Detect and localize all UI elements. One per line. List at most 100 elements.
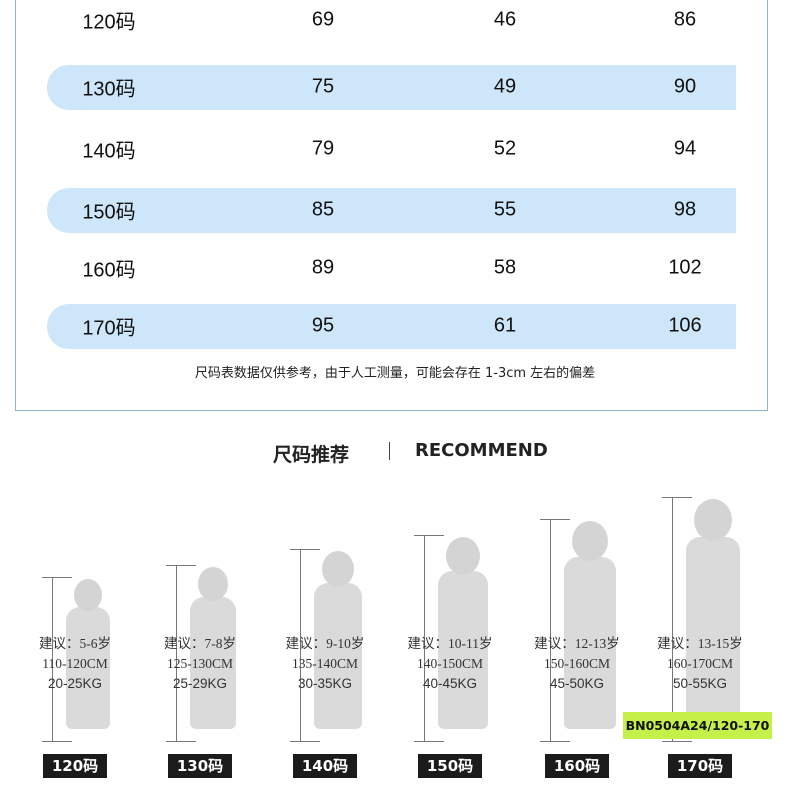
- weight-range: 50-55KG: [672, 676, 728, 691]
- ruler-top-mark: [166, 565, 196, 566]
- row-highlight-band: [47, 188, 736, 233]
- measurement-value: 85: [311, 198, 335, 221]
- ruler-bottom-mark: [290, 741, 320, 742]
- size-badge: 140码: [293, 754, 357, 778]
- child-silhouette-body: [190, 597, 236, 729]
- age-range: 建议：5-6岁: [39, 636, 111, 651]
- child-silhouette-head: [322, 551, 354, 587]
- height-ruler: [52, 577, 53, 741]
- size-badge: 160码: [545, 754, 609, 778]
- recommend-text: 建议：5-6岁 110-120CM 20-25KG: [15, 634, 135, 694]
- measurement-value: 55: [493, 198, 517, 221]
- measurement-value: 49: [493, 75, 517, 98]
- recommend-figure: 建议：5-6岁 110-120CM 20-25KG 120码: [15, 0, 135, 787]
- child-silhouette-head: [446, 537, 480, 575]
- row-highlight-band: [47, 65, 736, 110]
- height-ruler: [672, 497, 673, 741]
- recommend-figure: 建议：12-13岁 150-160CM 45-50KG 160码: [517, 0, 637, 787]
- child-silhouette-head: [694, 499, 732, 541]
- measurement-value: 75: [311, 75, 335, 98]
- ruler-bottom-mark: [540, 741, 570, 742]
- child-silhouette-body: [314, 583, 362, 729]
- weight-range: 25-29KG: [172, 676, 228, 691]
- ruler-bottom-mark: [166, 741, 196, 742]
- height-ruler: [176, 565, 177, 741]
- age-range: 建议：7-8岁: [164, 636, 236, 651]
- size-label: 170码: [82, 317, 136, 340]
- child-silhouette-body: [438, 571, 488, 729]
- height-ruler: [550, 519, 551, 741]
- measurement-value: 61: [493, 314, 517, 337]
- sku-label: BN0504A24/120-170: [623, 712, 772, 739]
- weight-range: 45-50KG: [549, 676, 605, 691]
- measurement-value: 94: [673, 137, 697, 160]
- size-label: 160码: [82, 259, 136, 282]
- measurement-value: 90: [673, 75, 697, 98]
- height-range: 140-150CM: [416, 656, 483, 671]
- size-label: 120码: [82, 11, 136, 34]
- ruler-top-mark: [42, 577, 72, 578]
- weight-range: 40-45KG: [422, 676, 478, 691]
- ruler-bottom-mark: [42, 741, 72, 742]
- measurement-value: 102: [668, 256, 702, 279]
- size-label: 130码: [82, 78, 136, 101]
- height-ruler: [424, 535, 425, 741]
- age-range: 建议：9-10岁: [285, 636, 365, 651]
- measurement-value: 52: [493, 137, 517, 160]
- measurement-value: 89: [311, 256, 335, 279]
- recommend-text: 建议：13-15岁 160-170CM 50-55KG: [640, 634, 760, 694]
- size-label: 140码: [82, 140, 136, 163]
- recommend-title-cn: 尺码推荐: [273, 444, 350, 466]
- size-badge: 120码: [43, 754, 107, 778]
- child-silhouette-head: [572, 521, 608, 561]
- measurement-value: 58: [493, 256, 517, 279]
- size-badge: 150码: [418, 754, 482, 778]
- weight-range: 30-35KG: [297, 676, 353, 691]
- row-highlight-band: [47, 304, 736, 349]
- weight-range: 20-25KG: [47, 676, 103, 691]
- recommend-figure: 建议：10-11岁 140-150CM 40-45KG 150码: [390, 0, 510, 787]
- measurement-value: 69: [311, 8, 335, 31]
- child-silhouette-head: [198, 567, 228, 601]
- ruler-bottom-mark: [662, 741, 692, 742]
- ruler-top-mark: [662, 497, 692, 498]
- size-badge: 130码: [168, 754, 232, 778]
- recommend-text: 建议：7-8岁 125-130CM 25-29KG: [140, 634, 260, 694]
- height-range: 110-120CM: [42, 656, 108, 671]
- child-silhouette-body: [686, 537, 740, 729]
- child-silhouette-head: [74, 579, 102, 611]
- child-silhouette-body: [564, 557, 616, 729]
- recommend-figure: 建议：7-8岁 125-130CM 25-29KG 130码: [140, 0, 260, 787]
- ruler-top-mark: [290, 549, 320, 550]
- recommend-text: 建议：9-10岁 135-140CM 30-35KG: [265, 634, 385, 694]
- height-ruler: [300, 549, 301, 741]
- height-range: 150-160CM: [543, 656, 610, 671]
- measurement-value: 98: [673, 198, 697, 221]
- recommend-text: 建议：10-11岁 140-150CM 40-45KG: [390, 634, 510, 694]
- height-range: 135-140CM: [291, 656, 358, 671]
- size-badge: 170码: [668, 754, 732, 778]
- size-table-frame: [15, 0, 768, 411]
- height-range: 160-170CM: [666, 656, 733, 671]
- measurement-value: 95: [311, 314, 335, 337]
- measurement-value: 46: [493, 8, 517, 31]
- measurement-value: 106: [668, 314, 702, 337]
- recommend-figure: 建议：13-15岁 160-170CM 50-55KG 170码: [640, 0, 760, 787]
- ruler-top-mark: [540, 519, 570, 520]
- ruler-bottom-mark: [414, 741, 444, 742]
- recommend-figure: 建议：9-10岁 135-140CM 30-35KG 140码: [265, 0, 385, 787]
- title-divider: [389, 442, 390, 460]
- measurement-value: 79: [311, 137, 335, 160]
- child-silhouette-body: [66, 607, 110, 729]
- age-range: 建议：13-15岁: [657, 636, 743, 651]
- age-range: 建议：12-13岁: [534, 636, 620, 651]
- size-label: 150码: [82, 201, 136, 224]
- size-table-note: 尺码表数据仅供参考，由于人工测量，可能会存在 1-3cm 左右的偏差: [194, 366, 596, 381]
- height-range: 125-130CM: [166, 656, 233, 671]
- recommend-title-en: RECOMMEND: [415, 440, 548, 461]
- measurement-value: 86: [673, 8, 697, 31]
- ruler-top-mark: [414, 535, 444, 536]
- recommend-text: 建议：12-13岁 150-160CM 45-50KG: [517, 634, 637, 694]
- age-range: 建议：10-11岁: [407, 636, 493, 651]
